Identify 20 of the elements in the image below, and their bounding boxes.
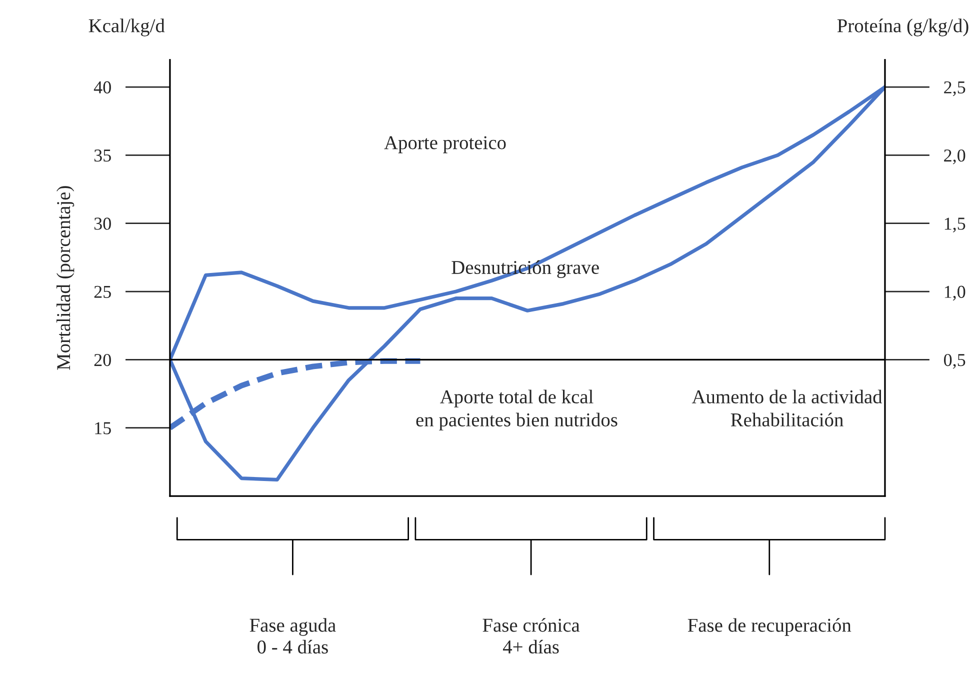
y-tick-label: 30 — [94, 218, 111, 230]
y-tick-label: 20 — [94, 354, 111, 366]
y-axis-title: Mortalidad (porcentaje) — [56, 186, 74, 370]
annotation: Aumento de la actividad Rehabilitación — [692, 390, 882, 426]
y-tick-label: 15 — [95, 422, 111, 434]
y2-tick-label: 1,0 — [944, 286, 966, 301]
text: Fase crónica 4+ días — [482, 618, 580, 654]
text: Fase aguda 0 - 4 días — [250, 618, 336, 654]
y2-tick-label: 2,5 — [944, 81, 966, 96]
annotation: Aporte proteico — [384, 136, 506, 154]
y2-tick-label: 0,5 — [944, 354, 966, 369]
y-tick-label: 35 — [94, 150, 111, 162]
y-tick-label: 40 — [94, 81, 111, 94]
text: Kcal/kg/d — [88, 18, 165, 36]
y2-tick-label: 2,0 — [944, 149, 966, 164]
y-tick-label: 25 — [94, 286, 111, 298]
y2-axis-title: Proteína (g/kg/d) — [837, 18, 968, 36]
text: Fase de recuperación — [688, 618, 852, 636]
annotation: Aporte total de kcal en pacientes bien nutridos — [416, 390, 618, 430]
y2-tick-label: 1,5 — [944, 218, 966, 232]
